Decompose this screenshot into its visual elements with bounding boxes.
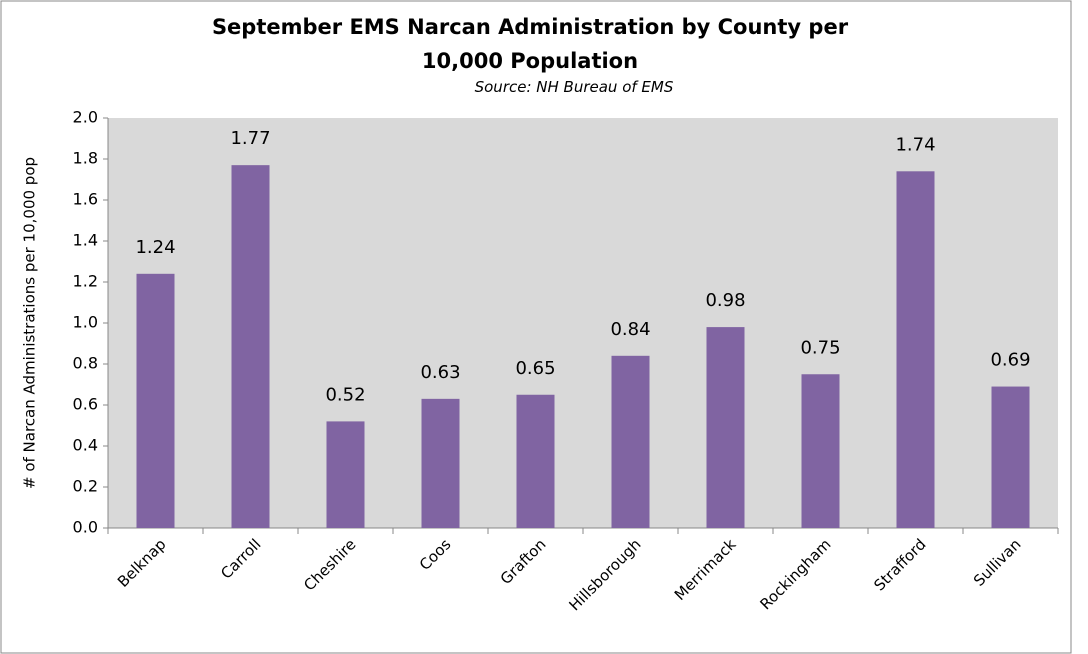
chart-subtitle: Source: NH Bureau of EMS	[474, 78, 674, 96]
bar	[421, 398, 460, 528]
data-label: 0.84	[610, 319, 650, 340]
bar	[611, 355, 650, 528]
bar	[801, 374, 840, 528]
data-label: 0.65	[515, 358, 555, 379]
chart-title: September EMS Narcan Administration by C…	[211, 15, 849, 73]
data-label: 1.77	[230, 128, 270, 149]
y-tick-label: 1.4	[73, 231, 98, 250]
y-tick-label: 0.6	[73, 395, 98, 414]
data-label: 1.74	[895, 134, 935, 155]
bar	[326, 421, 365, 528]
data-label: 0.69	[990, 350, 1030, 371]
y-tick-label: 2.0	[73, 108, 98, 127]
y-tick-label: 0.2	[73, 477, 98, 496]
data-label: 0.75	[800, 337, 840, 358]
data-label: 1.24	[135, 237, 175, 258]
data-label: 0.63	[420, 362, 460, 383]
bar	[516, 394, 555, 528]
y-tick-label: 1.0	[73, 313, 98, 332]
y-axis-label: # of Narcan Administrations per 10,000 p…	[21, 157, 39, 489]
data-label: 0.98	[705, 290, 745, 311]
y-tick-label: 1.6	[73, 190, 98, 209]
data-label: 0.52	[325, 384, 365, 405]
y-tick-label: 0.4	[73, 436, 98, 455]
bar	[896, 171, 935, 529]
bar	[706, 327, 745, 528]
y-tick-label: 0.0	[73, 518, 98, 537]
y-tick-label: 1.8	[73, 149, 98, 168]
y-tick-label: 0.8	[73, 354, 98, 373]
y-tick-label: 1.2	[73, 272, 98, 291]
bar	[231, 165, 270, 528]
bar	[991, 386, 1030, 528]
bar	[136, 273, 175, 528]
